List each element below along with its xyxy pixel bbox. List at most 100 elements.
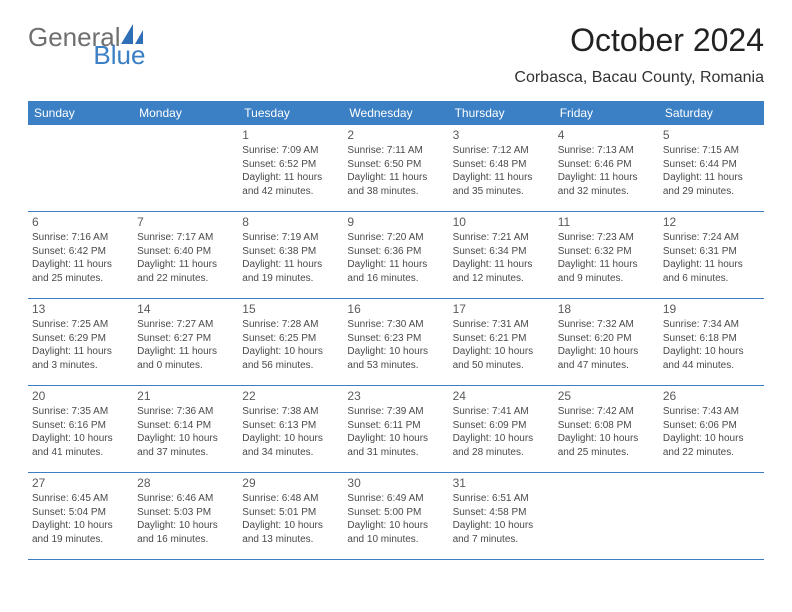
sunset-text: Sunset: 6:29 PM — [32, 332, 129, 346]
daylight-text-line2: and 28 minutes. — [453, 446, 550, 460]
sunset-text: Sunset: 6:14 PM — [137, 419, 234, 433]
daylight-text-line1: Daylight: 10 hours — [32, 432, 129, 446]
daylight-text-line2: and 19 minutes. — [242, 272, 339, 286]
daylight-text-line2: and 25 minutes. — [558, 446, 655, 460]
sunset-text: Sunset: 5:04 PM — [32, 506, 129, 520]
daylight-text-line1: Daylight: 11 hours — [558, 171, 655, 185]
blank-cell — [28, 124, 133, 211]
sunrise-text: Sunrise: 6:46 AM — [137, 492, 234, 506]
daylight-text-line1: Daylight: 10 hours — [242, 519, 339, 533]
day-cell: 17Sunrise: 7:31 AMSunset: 6:21 PMDayligh… — [449, 298, 554, 385]
day-cell: 19Sunrise: 7:34 AMSunset: 6:18 PMDayligh… — [659, 298, 764, 385]
sunrise-text: Sunrise: 7:35 AM — [32, 405, 129, 419]
day-cell: 14Sunrise: 7:27 AMSunset: 6:27 PMDayligh… — [133, 298, 238, 385]
daylight-text-line2: and 7 minutes. — [453, 533, 550, 547]
daylight-text-line1: Daylight: 11 hours — [663, 171, 760, 185]
sunrise-text: Sunrise: 7:42 AM — [558, 405, 655, 419]
day-cell: 11Sunrise: 7:23 AMSunset: 6:32 PMDayligh… — [554, 211, 659, 298]
logo-text-blue: Blue — [93, 40, 145, 70]
day-cell: 2Sunrise: 7:11 AMSunset: 6:50 PMDaylight… — [343, 124, 448, 211]
sunrise-text: Sunrise: 7:36 AM — [137, 405, 234, 419]
sunset-text: Sunset: 4:58 PM — [453, 506, 550, 520]
sunset-text: Sunset: 5:03 PM — [137, 506, 234, 520]
daylight-text-line2: and 42 minutes. — [242, 185, 339, 199]
sunrise-text: Sunrise: 6:48 AM — [242, 492, 339, 506]
day-cell: 28Sunrise: 6:46 AMSunset: 5:03 PMDayligh… — [133, 472, 238, 560]
daylight-text-line1: Daylight: 11 hours — [32, 345, 129, 359]
sunset-text: Sunset: 6:09 PM — [453, 419, 550, 433]
sunset-text: Sunset: 6:16 PM — [32, 419, 129, 433]
daylight-text-line1: Daylight: 10 hours — [137, 432, 234, 446]
weekday-header: Wednesday — [343, 102, 448, 124]
day-cell: 20Sunrise: 7:35 AMSunset: 6:16 PMDayligh… — [28, 385, 133, 472]
sunset-text: Sunset: 6:40 PM — [137, 245, 234, 259]
calendar-grid: SundayMondayTuesdayWednesdayThursdayFrid… — [28, 101, 764, 560]
sunrise-text: Sunrise: 7:27 AM — [137, 318, 234, 332]
daylight-text-line2: and 0 minutes. — [137, 359, 234, 373]
daylight-text-line2: and 6 minutes. — [663, 272, 760, 286]
day-number: 22 — [242, 388, 339, 404]
weekday-header: Tuesday — [238, 102, 343, 124]
sunrise-text: Sunrise: 7:34 AM — [663, 318, 760, 332]
day-number: 27 — [32, 475, 129, 491]
daylight-text-line1: Daylight: 11 hours — [347, 171, 444, 185]
daylight-text-line2: and 22 minutes. — [137, 272, 234, 286]
daylight-text-line1: Daylight: 11 hours — [453, 171, 550, 185]
sunset-text: Sunset: 6:46 PM — [558, 158, 655, 172]
sunset-text: Sunset: 6:18 PM — [663, 332, 760, 346]
day-number: 31 — [453, 475, 550, 491]
daylight-text-line2: and 9 minutes. — [558, 272, 655, 286]
day-number: 28 — [137, 475, 234, 491]
sunrise-text: Sunrise: 7:09 AM — [242, 144, 339, 158]
day-number: 26 — [663, 388, 760, 404]
day-number: 13 — [32, 301, 129, 317]
sunset-text: Sunset: 6:50 PM — [347, 158, 444, 172]
sunrise-text: Sunrise: 7:20 AM — [347, 231, 444, 245]
blank-cell — [133, 124, 238, 211]
sunset-text: Sunset: 6:08 PM — [558, 419, 655, 433]
day-cell: 7Sunrise: 7:17 AMSunset: 6:40 PMDaylight… — [133, 211, 238, 298]
daylight-text-line1: Daylight: 10 hours — [558, 345, 655, 359]
day-number: 24 — [453, 388, 550, 404]
sunrise-text: Sunrise: 7:13 AM — [558, 144, 655, 158]
daylight-text-line2: and 29 minutes. — [663, 185, 760, 199]
daylight-text-line1: Daylight: 10 hours — [242, 345, 339, 359]
logo: General Blue — [28, 22, 203, 53]
daylight-text-line2: and 12 minutes. — [453, 272, 550, 286]
sunrise-text: Sunrise: 7:21 AM — [453, 231, 550, 245]
daylight-text-line1: Daylight: 11 hours — [137, 345, 234, 359]
sunset-text: Sunset: 5:01 PM — [242, 506, 339, 520]
day-cell: 12Sunrise: 7:24 AMSunset: 6:31 PMDayligh… — [659, 211, 764, 298]
day-cell: 24Sunrise: 7:41 AMSunset: 6:09 PMDayligh… — [449, 385, 554, 472]
sunset-text: Sunset: 6:42 PM — [32, 245, 129, 259]
weekday-header: Thursday — [449, 102, 554, 124]
sunset-text: Sunset: 6:44 PM — [663, 158, 760, 172]
daylight-text-line2: and 47 minutes. — [558, 359, 655, 373]
sunset-text: Sunset: 6:36 PM — [347, 245, 444, 259]
day-number: 21 — [137, 388, 234, 404]
day-cell: 27Sunrise: 6:45 AMSunset: 5:04 PMDayligh… — [28, 472, 133, 560]
calendar-page: General Blue October 2024 Corbasca, Baca… — [0, 0, 792, 582]
day-cell: 5Sunrise: 7:15 AMSunset: 6:44 PMDaylight… — [659, 124, 764, 211]
sunset-text: Sunset: 6:25 PM — [242, 332, 339, 346]
day-cell: 30Sunrise: 6:49 AMSunset: 5:00 PMDayligh… — [343, 472, 448, 560]
blank-cell — [659, 472, 764, 560]
sunset-text: Sunset: 6:48 PM — [453, 158, 550, 172]
day-cell: 10Sunrise: 7:21 AMSunset: 6:34 PMDayligh… — [449, 211, 554, 298]
sunset-text: Sunset: 6:23 PM — [347, 332, 444, 346]
daylight-text-line2: and 32 minutes. — [558, 185, 655, 199]
weekday-header: Sunday — [28, 102, 133, 124]
day-cell: 9Sunrise: 7:20 AMSunset: 6:36 PMDaylight… — [343, 211, 448, 298]
sunrise-text: Sunrise: 7:32 AM — [558, 318, 655, 332]
day-number: 1 — [242, 127, 339, 143]
sunset-text: Sunset: 6:38 PM — [242, 245, 339, 259]
sunset-text: Sunset: 6:13 PM — [242, 419, 339, 433]
sunrise-text: Sunrise: 7:16 AM — [32, 231, 129, 245]
day-cell: 21Sunrise: 7:36 AMSunset: 6:14 PMDayligh… — [133, 385, 238, 472]
daylight-text-line1: Daylight: 10 hours — [453, 519, 550, 533]
daylight-text-line2: and 19 minutes. — [32, 533, 129, 547]
sunset-text: Sunset: 6:20 PM — [558, 332, 655, 346]
daylight-text-line2: and 16 minutes. — [347, 272, 444, 286]
day-number: 29 — [242, 475, 339, 491]
daylight-text-line2: and 3 minutes. — [32, 359, 129, 373]
